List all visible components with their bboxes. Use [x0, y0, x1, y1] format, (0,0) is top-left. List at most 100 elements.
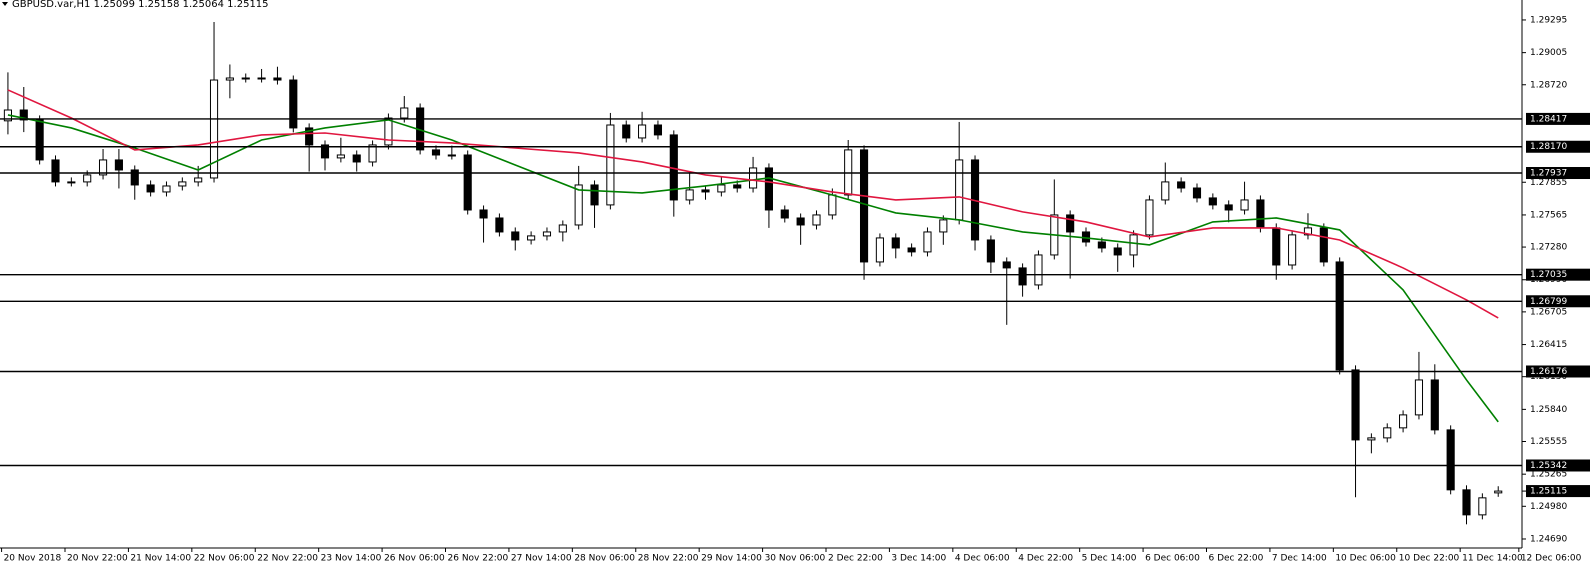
candle-body: [352, 154, 361, 163]
candle-body: [98, 159, 108, 176]
candle-body: [1494, 490, 1503, 494]
y-tick-label: 1.27565: [1530, 210, 1567, 220]
candle-body: [1272, 227, 1281, 266]
candle-body: [1002, 261, 1011, 269]
level-label: 1.28170: [1530, 142, 1567, 152]
x-tick-label: 27 Nov 14:00: [511, 554, 572, 564]
y-tick-label: 1.24980: [1530, 502, 1567, 512]
level-label: 1.26176: [1530, 367, 1567, 377]
x-tick-label: 28 Nov 06:00: [574, 554, 635, 564]
candle-body: [1145, 199, 1154, 236]
x-tick-label: 6 Dec 06:00: [1145, 554, 1200, 564]
candle-body: [558, 224, 567, 233]
x-tick-label: 22 Nov 06:00: [194, 554, 255, 564]
candle-body: [527, 235, 536, 241]
level-label: 1.26799: [1530, 297, 1567, 307]
candle-body: [1034, 254, 1043, 286]
candle-body: [1018, 267, 1027, 286]
candle-body: [83, 174, 92, 183]
candle-body: [320, 144, 330, 159]
candle-body: [701, 189, 710, 193]
y-tick-label: 1.25555: [1530, 437, 1567, 447]
current-price-box: [1526, 485, 1590, 498]
candle-body: [986, 239, 995, 263]
candle-body: [796, 217, 805, 226]
candle-body: [859, 149, 869, 263]
candle-body: [717, 184, 726, 193]
candle-body: [400, 107, 409, 119]
level-label: 1.27035: [1530, 270, 1567, 280]
y-tick-label: 1.25265: [1530, 470, 1567, 480]
y-tick-label: 1.25840: [1530, 405, 1567, 415]
x-tick-label: 23 Nov 14:00: [321, 554, 382, 564]
candle-body: [542, 231, 552, 237]
candle-body: [653, 124, 663, 136]
x-tick-label: 6 Dec 22:00: [1209, 554, 1264, 564]
level-label-box: [1526, 459, 1590, 472]
y-tick-label: 1.29295: [1530, 15, 1567, 25]
candle-body: [431, 149, 441, 156]
y-tick-label: 1.29005: [1530, 48, 1567, 58]
candle-body: [606, 124, 615, 206]
candle-body: [733, 184, 742, 189]
candle-body: [273, 77, 282, 81]
x-tick-label: 26 Nov 22:00: [448, 554, 509, 564]
candle-body: [1446, 429, 1455, 491]
x-tick-label: 7 Dec 14:00: [1272, 554, 1327, 564]
candle-body: [955, 159, 964, 221]
candle-body: [19, 109, 28, 121]
candle-body: [368, 144, 377, 163]
candle-body: [225, 77, 234, 81]
candle-body: [891, 237, 900, 249]
candle-body: [1192, 187, 1202, 199]
level-label-box: [1526, 295, 1590, 308]
candle-body: [495, 217, 504, 233]
candle-body: [336, 154, 345, 159]
candle-body: [1367, 437, 1376, 441]
candle-body: [1208, 197, 1217, 206]
candle-body: [828, 194, 837, 216]
candle-body: [1351, 369, 1360, 441]
candle-body: [1240, 199, 1249, 211]
candle-body: [194, 177, 203, 183]
candle-body: [590, 184, 599, 206]
candle-body: [1430, 379, 1439, 431]
candle-body: [1383, 427, 1392, 439]
candle-body: [479, 209, 488, 219]
x-tick-label: 3 Dec 14:00: [891, 554, 946, 564]
candle-body: [780, 209, 789, 219]
candle-body: [1224, 204, 1233, 211]
level-label: 1.28417: [1530, 114, 1567, 124]
level-label-box: [1526, 112, 1590, 125]
candle-body: [1319, 227, 1328, 263]
candle-body: [638, 124, 647, 139]
candle-body: [257, 77, 266, 80]
x-tick-label: 11 Dec 14:00: [1462, 554, 1523, 564]
candle-body: [685, 189, 694, 201]
level-label-box: [1526, 140, 1590, 153]
candle-body: [114, 159, 123, 171]
level-label: 1.25342: [1530, 461, 1567, 471]
candle-body: [1161, 181, 1170, 201]
candle-body: [1414, 379, 1424, 416]
candle-body: [1288, 234, 1297, 266]
candle-body: [384, 117, 393, 146]
candle-body: [875, 237, 884, 263]
menu-arrow[interactable]: [2, 2, 8, 6]
chart-title: GBPUSD.var,H1 1.25099 1.25158 1.25064 1.…: [12, 0, 269, 10]
moving-average-line: [7, 89, 1499, 319]
x-tick-label: 20 Nov 22:00: [67, 554, 128, 564]
candle-body: [241, 77, 250, 80]
candle-body: [764, 167, 773, 211]
moving-average-line: [7, 114, 1499, 423]
candle-body: [305, 127, 314, 146]
candle-body: [1399, 414, 1408, 429]
y-tick-label: 1.24690: [1530, 534, 1567, 544]
y-tick-label: 1.26705: [1530, 307, 1567, 317]
x-tick-label: 10 Dec 06:00: [1335, 554, 1396, 564]
candle-body: [923, 231, 932, 253]
y-tick-label: 1.28720: [1530, 80, 1567, 90]
x-tick-label: 12 Dec 06:00: [1521, 554, 1582, 564]
candle-body: [1303, 227, 1313, 236]
